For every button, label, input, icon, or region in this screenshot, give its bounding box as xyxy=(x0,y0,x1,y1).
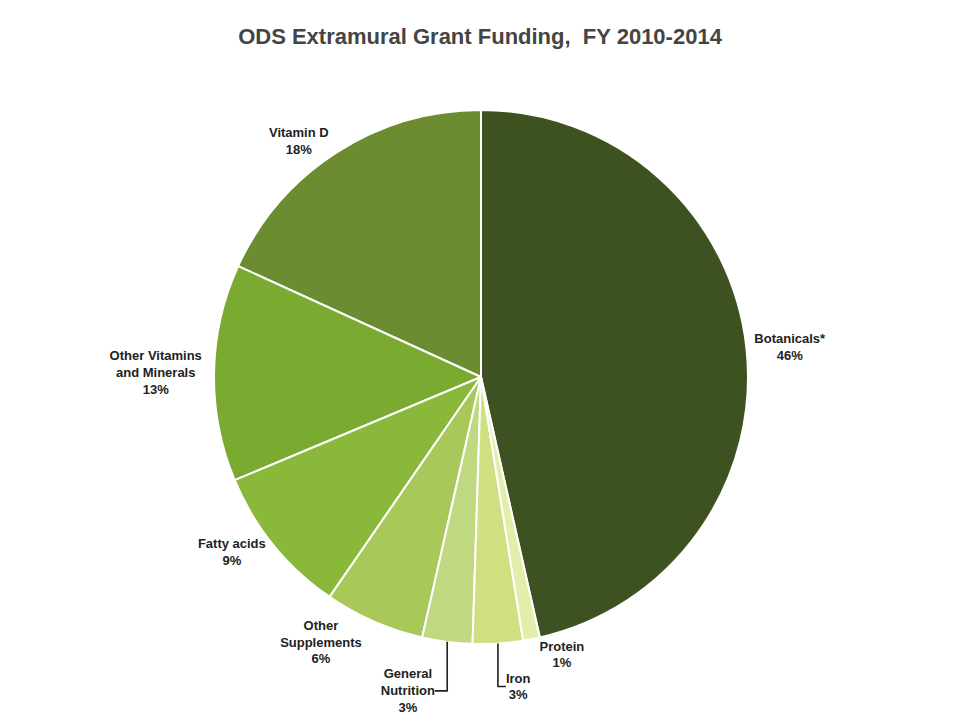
svg-text:GeneralNutrition3%: GeneralNutrition3% xyxy=(381,666,435,715)
svg-text:ODS Extramural Grant Funding,: ODS Extramural Grant Funding, FY 2010-20… xyxy=(238,24,723,49)
svg-text:OtherSupplements6%: OtherSupplements6% xyxy=(280,618,362,667)
svg-text:Fatty acids9%: Fatty acids9% xyxy=(198,536,266,568)
svg-text:Protein1%: Protein1% xyxy=(540,639,585,671)
svg-text:Vitamin D18%: Vitamin D18% xyxy=(269,125,329,157)
svg-text:Other Vitaminsand Minerals13%: Other Vitaminsand Minerals13% xyxy=(110,348,202,397)
svg-text:Botanicals*46%: Botanicals*46% xyxy=(754,331,826,363)
svg-text:Iron3%: Iron3% xyxy=(506,671,531,703)
